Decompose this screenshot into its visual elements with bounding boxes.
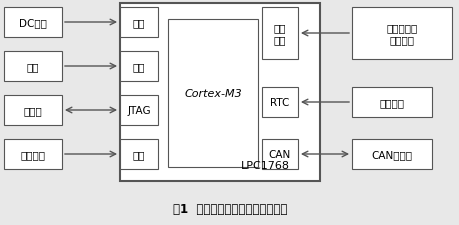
Bar (168, 20, 257, 167)
Text: RTC: RTC (270, 98, 289, 108)
Text: 复位电路: 复位电路 (21, 149, 45, 159)
Text: 时钟: 时钟 (133, 62, 145, 72)
Bar (120, 139, 157, 169)
Text: 旋转编码器
采集电路: 旋转编码器 采集电路 (386, 23, 417, 45)
Text: CAN收发器: CAN收发器 (371, 149, 412, 159)
Text: Cortex-M3: Cortex-M3 (184, 89, 241, 99)
Bar (120, 52, 157, 82)
Text: CAN: CAN (269, 149, 291, 159)
Bar (4, 8, 62, 38)
Bar (4, 96, 62, 126)
Text: JTAG: JTAG (127, 106, 151, 115)
Bar (120, 8, 157, 38)
Bar (351, 139, 431, 169)
Bar (120, 4, 319, 181)
Text: 电源: 电源 (133, 18, 145, 28)
Bar (351, 8, 451, 60)
Text: 后备电池: 后备电池 (379, 98, 403, 108)
Text: 晶振: 晶振 (27, 62, 39, 72)
Bar (120, 96, 157, 126)
Bar (351, 88, 431, 117)
Text: LPC1768: LPC1768 (240, 160, 289, 170)
Text: 复位: 复位 (133, 149, 145, 159)
Bar (262, 8, 297, 60)
Text: 图1  旋转编码器采集模块总体框图: 图1 旋转编码器采集模块总体框图 (173, 202, 286, 216)
Text: 定时
捕获: 定时 捕获 (273, 23, 285, 45)
Bar (262, 139, 297, 169)
Text: 调试器: 调试器 (23, 106, 42, 115)
Bar (262, 88, 297, 117)
Bar (4, 139, 62, 169)
Bar (4, 52, 62, 82)
Text: DC电源: DC电源 (19, 18, 47, 28)
